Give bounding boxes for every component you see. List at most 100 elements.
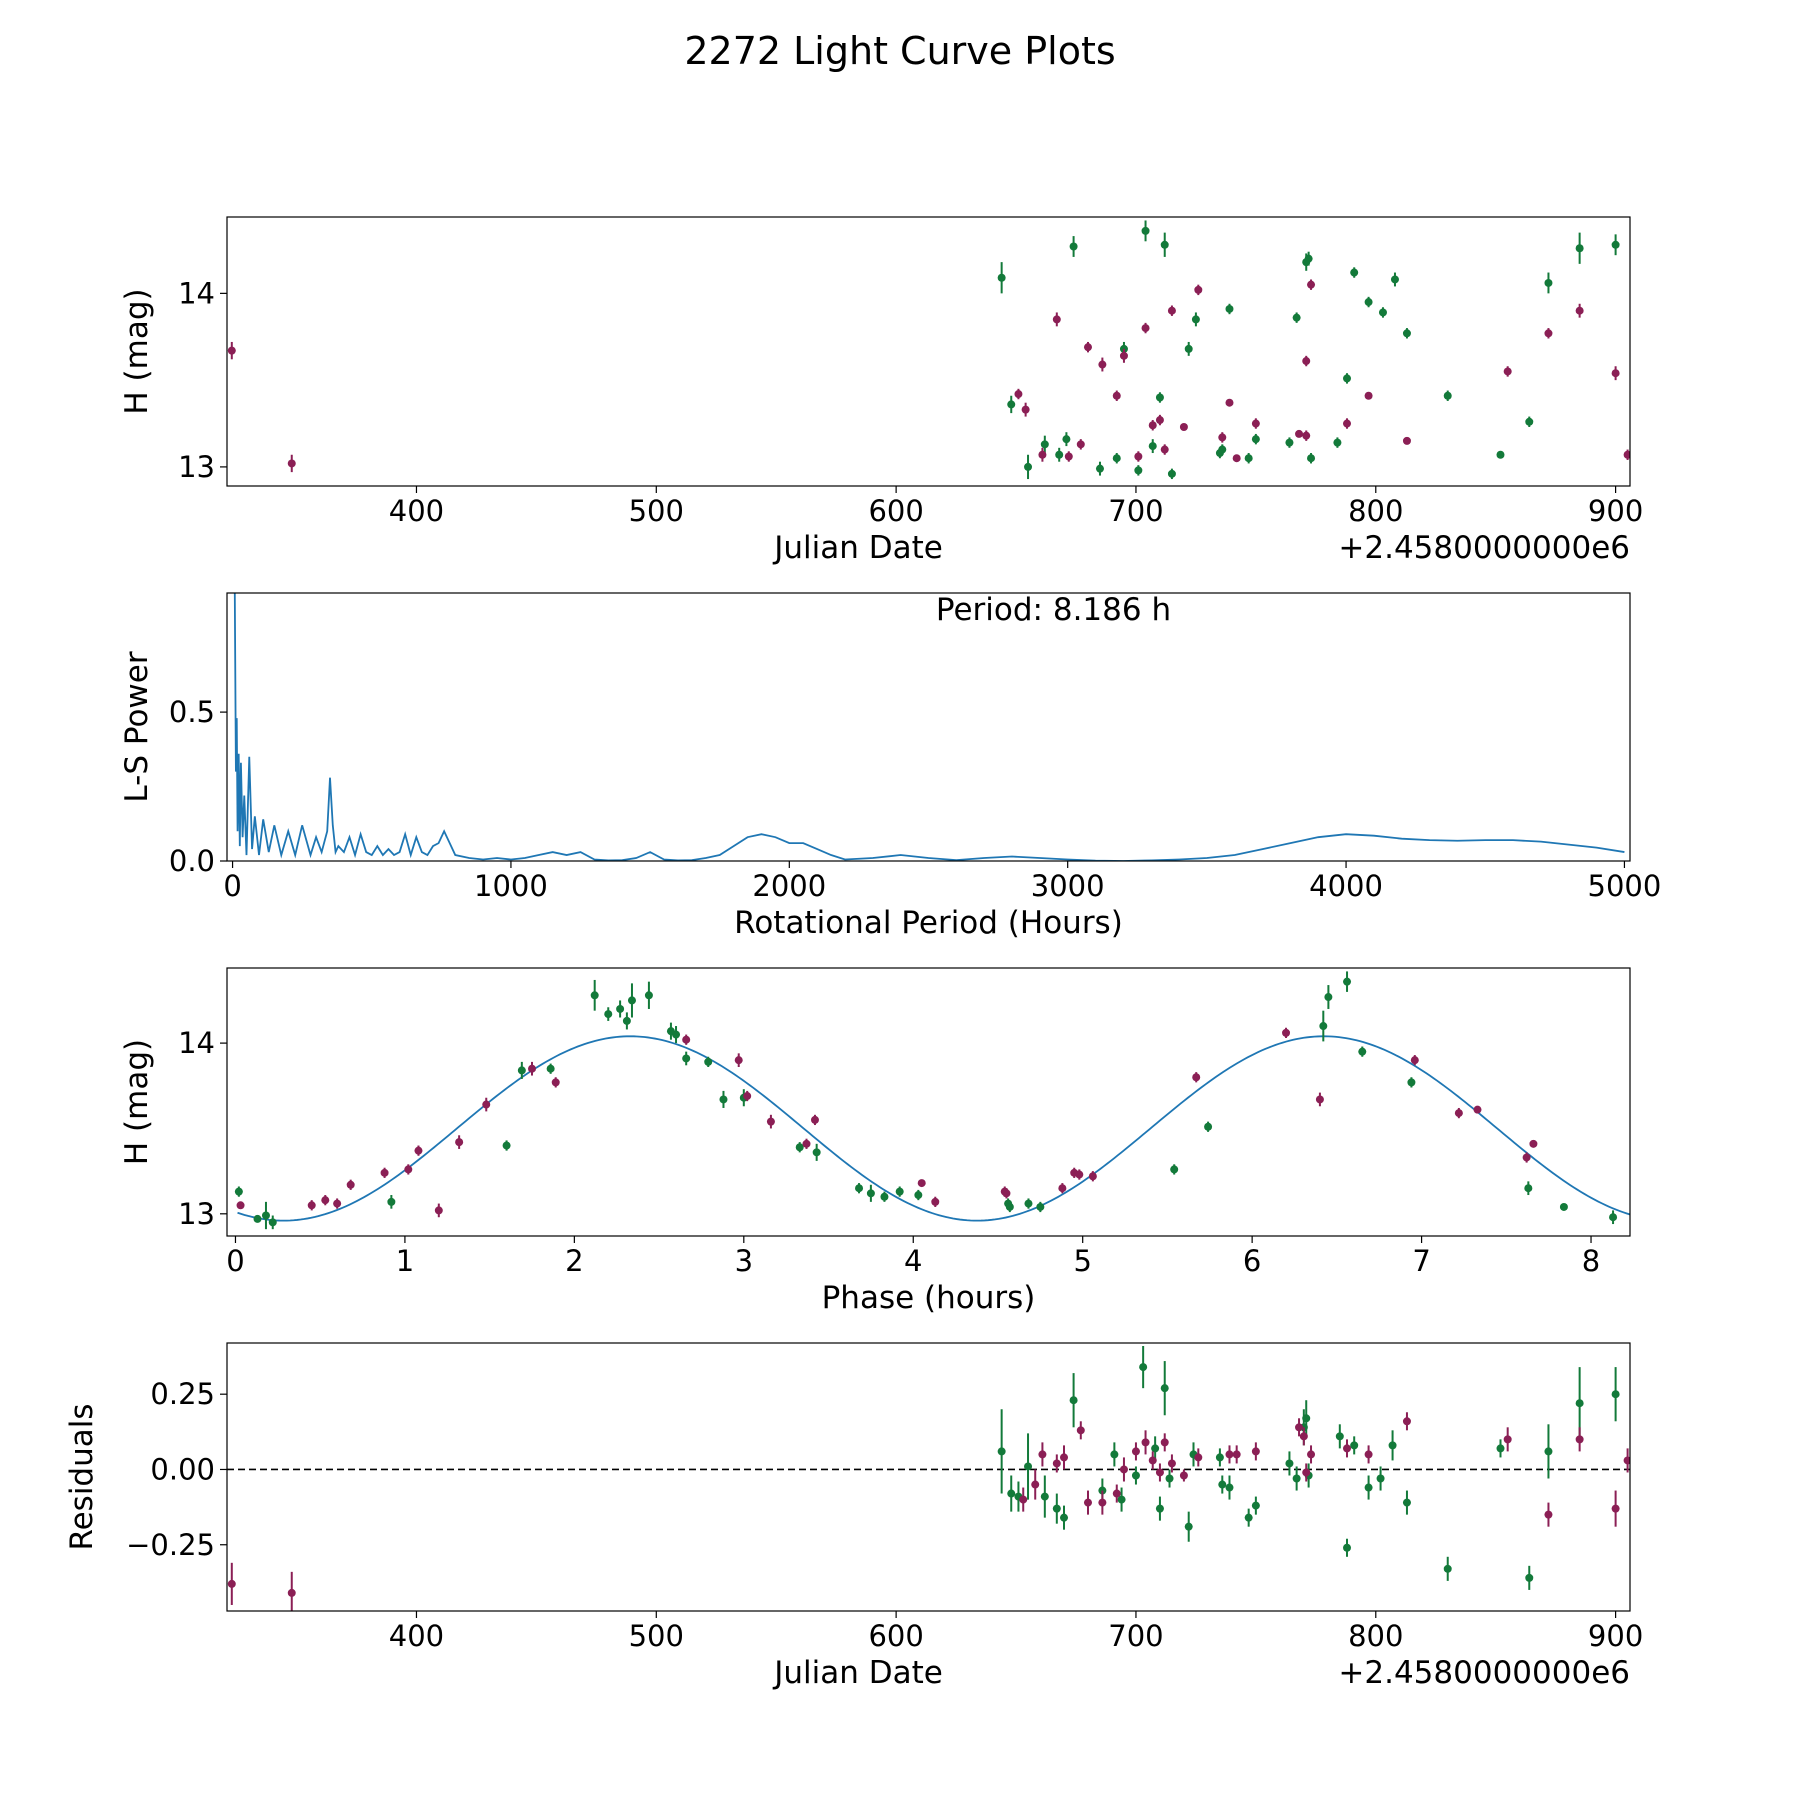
data-point-filter-r <box>1192 1073 1201 1082</box>
data-point-filter-g <box>1007 400 1016 409</box>
data-point-filter-r <box>1218 433 1227 442</box>
x-tick-label: 0 <box>226 1244 244 1278</box>
data-point-filter-r <box>1031 1480 1040 1489</box>
data-point-filter-g <box>616 1004 625 1013</box>
data-point-filter-g <box>1191 315 1200 324</box>
data-point-filter-g <box>590 991 599 1000</box>
data-point-filter-r <box>1075 1170 1084 1179</box>
data-point-filter-g <box>1069 242 1078 251</box>
x-tick-label: 4 <box>904 1244 922 1278</box>
data-point-filter-g <box>253 1214 262 1223</box>
y-axis-label: H (mag) <box>119 288 155 414</box>
data-point-filter-g <box>1244 454 1253 463</box>
plot-area-periodogram <box>233 593 1625 861</box>
panel-residuals: 400 500 600 700 800 900 0.25 0.00 −0.25 Julian Da… <box>64 1342 1643 1691</box>
x-tick-label: 900 <box>1588 494 1643 528</box>
data-point-filter-g <box>1333 438 1342 447</box>
data-point-filter-r <box>287 459 296 468</box>
data-point-filter-r <box>734 1056 743 1065</box>
x-offset-label: +2.4580000000e6 <box>1338 1655 1630 1691</box>
data-point-filter-r <box>1364 391 1373 400</box>
data-point-filter-g <box>234 1187 243 1196</box>
data-point-filter-g <box>1575 244 1584 253</box>
data-point-filter-g <box>1131 1471 1140 1480</box>
data-point-filter-g <box>1358 1047 1367 1056</box>
data-point-filter-g <box>1036 1202 1045 1211</box>
data-point-filter-g <box>1024 1462 1033 1471</box>
y-tick-label: 0.00 <box>150 1452 215 1486</box>
x-tick-label: 800 <box>1348 494 1403 528</box>
data-point-filter-r <box>1364 1450 1373 1459</box>
data-point-filter-r <box>333 1199 342 1208</box>
data-point-filter-g <box>1060 1513 1069 1522</box>
data-point-filter-g <box>1443 1564 1452 1573</box>
data-point-filter-g <box>1167 469 1176 478</box>
y-tick-label: 13 <box>178 450 215 484</box>
data-point-filter-r <box>1302 431 1311 440</box>
data-point-filter-g <box>1141 226 1150 235</box>
data-point-filter-r <box>1058 1184 1067 1193</box>
data-point-filter-r <box>551 1078 560 1087</box>
data-point-filter-r <box>1232 1450 1241 1459</box>
data-point-filter-r <box>1148 421 1157 430</box>
panel-lightcurve: 400 500 600 700 800 900 13 14 Julian Date H (mag)… <box>119 216 1643 566</box>
y-tick-label: 0.25 <box>150 1377 215 1411</box>
data-point-filter-g <box>1524 1184 1533 1193</box>
data-point-filter-r <box>1529 1139 1538 1148</box>
data-point-filter-g <box>1292 1474 1301 1483</box>
data-point-filter-g <box>1218 1480 1227 1489</box>
data-point-filter-r <box>1052 315 1061 324</box>
data-point-filter-g <box>1292 313 1301 322</box>
data-point-filter-r <box>1098 1498 1107 1507</box>
axes-frame-periodogram <box>226 592 1631 862</box>
data-point-filter-r <box>1251 419 1260 428</box>
y-tick-label: −0.25 <box>126 1528 215 1562</box>
data-point-filter-g <box>622 1016 631 1025</box>
data-point-filter-g <box>1184 1522 1193 1531</box>
data-point-filter-g <box>517 1066 526 1075</box>
data-point-filter-r <box>227 346 236 355</box>
data-point-filter-r <box>917 1179 926 1188</box>
x-axis-label: Phase (hours) <box>822 1280 1036 1316</box>
data-point-filter-g <box>1155 1504 1164 1513</box>
data-point-filter-g <box>1496 450 1505 459</box>
data-point-filter-g <box>1609 1213 1618 1222</box>
data-point-filter-g <box>1110 1450 1119 1459</box>
data-point-filter-g <box>1364 1483 1373 1492</box>
data-point-filter-g <box>1390 275 1399 284</box>
data-point-filter-r <box>1141 324 1150 333</box>
data-point-filter-r <box>1302 1468 1311 1477</box>
data-point-filter-g <box>997 1447 1006 1456</box>
data-point-filter-r <box>1611 369 1620 378</box>
x-axis-label: Julian Date <box>772 1655 943 1691</box>
data-point-filter-g <box>1378 308 1387 317</box>
data-point-filter-r <box>1160 445 1169 454</box>
data-point-filter-g <box>1218 445 1227 454</box>
data-point-filter-r <box>1076 1426 1085 1435</box>
data-point-filter-g <box>1112 454 1121 463</box>
data-point-filter-g <box>1151 1444 1160 1453</box>
data-point-filter-g <box>1376 1474 1385 1483</box>
data-point-filter-r <box>434 1206 443 1215</box>
data-point-filter-g <box>502 1141 511 1150</box>
data-point-filter-g <box>1040 1492 1049 1501</box>
y-axis-label: Residuals <box>64 1403 100 1550</box>
data-point-filter-r <box>380 1168 389 1177</box>
data-point-filter-g <box>1525 417 1534 426</box>
x-tick-label: 800 <box>1348 1619 1403 1653</box>
x-axis-label: Julian Date <box>772 530 943 566</box>
x-tick-label: 700 <box>1108 1619 1163 1653</box>
y-tick-label: 0.0 <box>169 844 215 878</box>
data-point-filter-g <box>546 1064 555 1073</box>
data-point-filter-r <box>1019 1495 1028 1504</box>
data-point-filter-r <box>287 1588 296 1597</box>
data-point-filter-r <box>1155 416 1164 425</box>
data-point-filter-g <box>387 1197 396 1206</box>
data-point-filter-r <box>1060 1453 1069 1462</box>
data-point-filter-r <box>528 1064 536 1073</box>
data-point-filter-g <box>1285 1459 1294 1468</box>
axes-frame-phased <box>226 967 1631 1237</box>
data-point-filter-r <box>1611 1504 1620 1513</box>
data-point-filter-r <box>1194 285 1203 294</box>
data-point-filter-r <box>1315 1095 1324 1104</box>
